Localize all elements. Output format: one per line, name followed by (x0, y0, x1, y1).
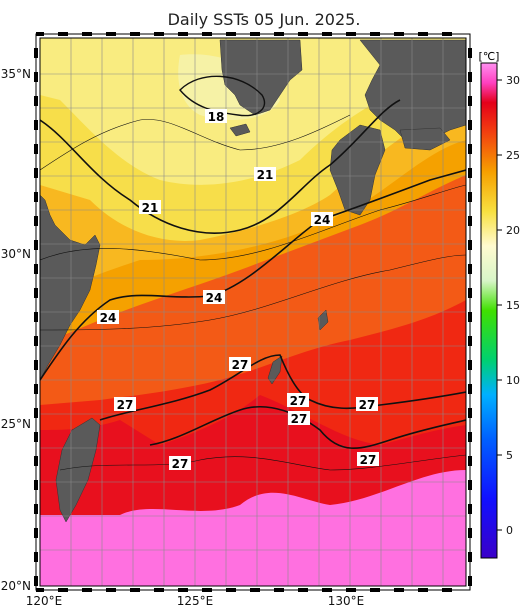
svg-text:27: 27 (117, 398, 134, 412)
svg-text:27: 27 (291, 412, 308, 426)
colorbar-ticks: 0 5 10 15 20 25 30 (497, 74, 520, 537)
contour-label: 21 (139, 200, 161, 215)
svg-text:24: 24 (206, 291, 223, 305)
lat-label: 25°N (1, 417, 31, 431)
svg-text:25: 25 (506, 149, 520, 162)
lon-label: 130°E (328, 594, 365, 608)
lat-label: 30°N (1, 247, 31, 261)
contour-label: 24 (203, 290, 225, 305)
jeju (229, 123, 251, 137)
map-frame (34, 32, 472, 592)
china-coast (40, 194, 101, 381)
isotherm-18 (179, 75, 266, 117)
isotherm-27 (99, 354, 466, 421)
colorbar-unit: [℃] (479, 50, 500, 63)
contour-label: 27 (169, 456, 191, 471)
isotherm-27b (149, 406, 466, 449)
svg-text:30: 30 (506, 74, 520, 87)
svg-text:18: 18 (208, 110, 225, 124)
contour-label: 27 (287, 393, 309, 408)
svg-text:21: 21 (142, 201, 159, 215)
svg-text:5: 5 (506, 449, 513, 462)
kyushu (329, 124, 386, 216)
svg-text:0: 0 (506, 524, 513, 537)
contour-label: 27 (357, 452, 379, 467)
svg-text:27: 27 (232, 358, 249, 372)
contour-label: 27 (229, 357, 251, 372)
svg-text:27: 27 (290, 394, 307, 408)
map-title: Daily SSTs 05 Jun. 2025. (167, 10, 361, 29)
svg-text:10: 10 (506, 374, 520, 387)
lat-label: 20°N (1, 579, 31, 593)
contour-label: 21 (254, 167, 276, 182)
colorbar-scale (480, 62, 498, 559)
svg-text:24: 24 (100, 311, 117, 325)
lon-label: 120°E (26, 594, 63, 608)
svg-text:27: 27 (359, 398, 376, 412)
svg-text:24: 24 (314, 213, 331, 227)
isotherm-21 (40, 99, 401, 234)
contour-label: 27 (288, 411, 310, 426)
svg-text:15: 15 (506, 299, 520, 312)
contour-label: 24 (97, 310, 119, 325)
svg-text:27: 27 (172, 457, 189, 471)
contour-label: 27 (356, 397, 378, 412)
isotherms (40, 75, 466, 471)
japan-honshu (359, 39, 466, 146)
contour-label: 27 (114, 397, 136, 412)
lat-label: 35°N (1, 67, 31, 81)
svg-text:20: 20 (506, 224, 520, 237)
shandong-korea (219, 39, 303, 116)
svg-text:21: 21 (257, 168, 274, 182)
amami (317, 309, 329, 331)
svg-text:27: 27 (360, 453, 377, 467)
land (40, 39, 466, 523)
longitude-labels: 120°E 125°E 130°E (26, 594, 365, 608)
contour-label: 24 (311, 212, 333, 227)
lon-label: 125°E (177, 594, 214, 608)
latitude-labels: 35°N 30°N 25°N 20°N (1, 67, 31, 593)
taiwan (55, 417, 101, 523)
colorbar: [℃] 0 5 10 15 20 25 30 (479, 50, 520, 559)
shikoku (399, 127, 451, 151)
contour-label: 18 (205, 109, 227, 124)
contour-labels: 18 21 21 24 24 24 27 27 27 27 27 27 27 (97, 109, 379, 471)
